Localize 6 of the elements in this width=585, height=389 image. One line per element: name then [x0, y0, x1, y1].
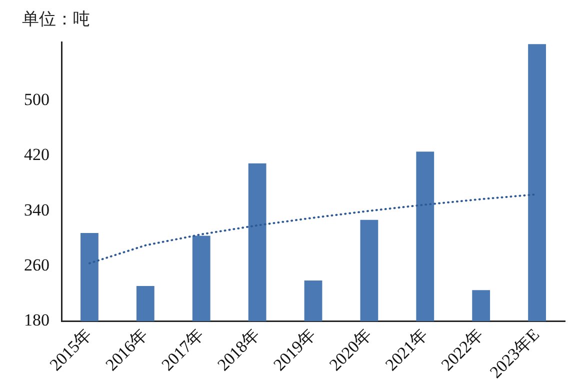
y-axis-title: 单位：吨	[22, 9, 90, 30]
y-tick-label: 340	[24, 200, 50, 220]
y-tick-label: 180	[24, 310, 50, 330]
y-tick-label: 260	[24, 255, 50, 274]
y-tick-label: 500	[24, 90, 50, 110]
y-tick-label: 420	[24, 145, 50, 164]
